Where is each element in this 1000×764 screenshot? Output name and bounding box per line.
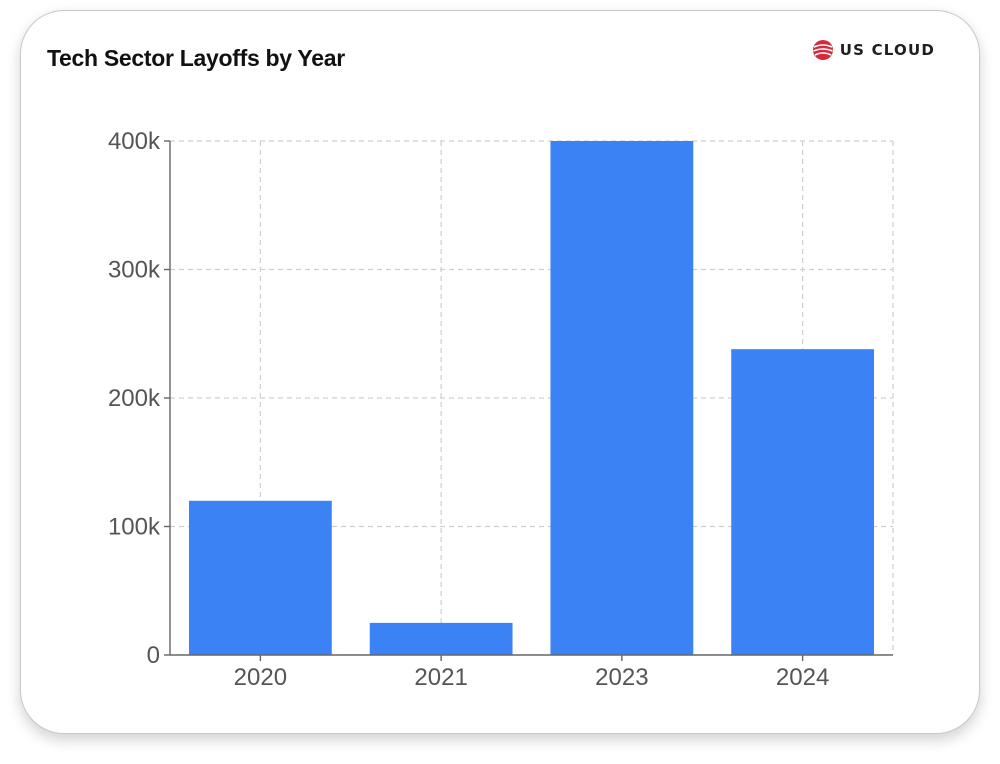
y-tick-label: 200k	[108, 385, 161, 412]
us-cloud-logo-icon	[812, 40, 833, 60]
y-tick-label: 0	[147, 642, 160, 669]
x-tick-label: 2024	[776, 664, 829, 691]
x-tick-label: 2023	[595, 664, 648, 691]
bar-2020	[188, 500, 332, 655]
label-layer: 0 100k 200k 300k 400k 2020 2021 2023 2024	[108, 128, 829, 691]
chart-title: Tech Sector Layoffs by Year	[47, 45, 345, 71]
brand-logo: US CLOUD	[812, 39, 935, 61]
y-tick-label: 400k	[108, 128, 161, 155]
bar-2023	[550, 141, 694, 655]
bar-2021	[369, 622, 513, 655]
y-tick-label: 300k	[108, 257, 161, 284]
bar-2024	[731, 349, 875, 655]
axis-layer	[164, 140, 893, 661]
x-tick-label: 2021	[414, 664, 467, 691]
y-tick-label: 100k	[108, 514, 161, 541]
x-tick-label: 2020	[234, 664, 287, 691]
logo-text: US CLOUD	[839, 41, 935, 59]
bar-layer	[188, 141, 875, 655]
